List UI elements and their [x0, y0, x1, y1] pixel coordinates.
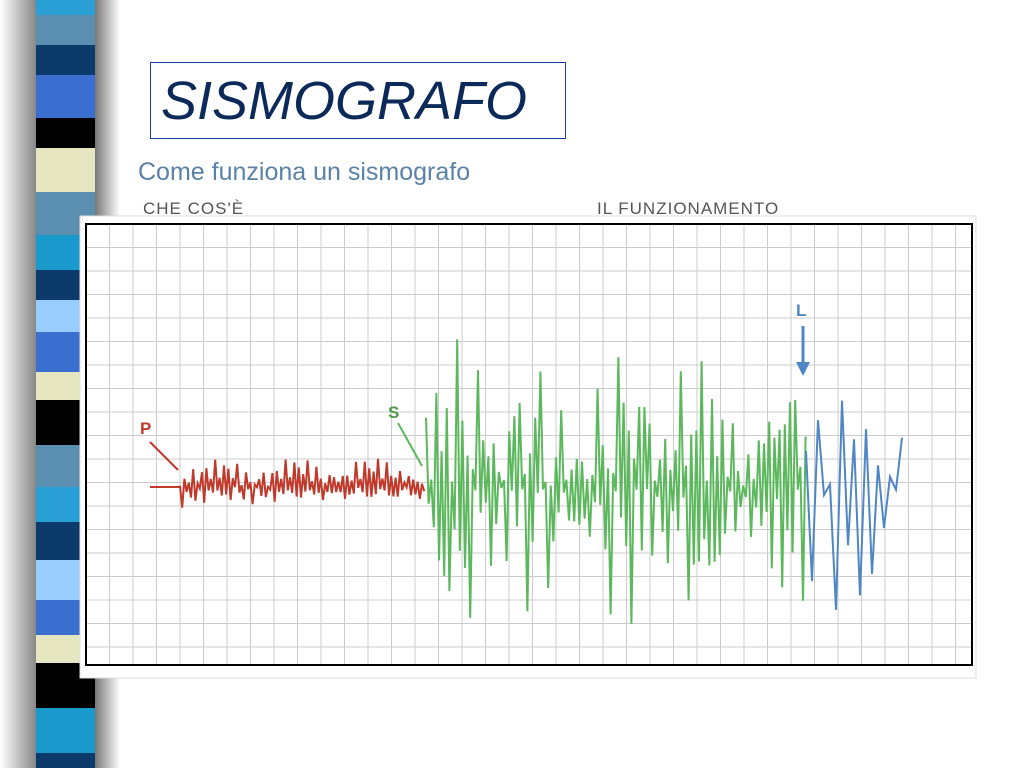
stripe: [36, 45, 95, 75]
wave-label: S: [388, 403, 399, 422]
stripe: [36, 75, 95, 118]
subtitle: Come funziona un sismografo: [138, 158, 471, 186]
stripe: [36, 708, 95, 753]
stripe: [36, 753, 95, 768]
wave: [179, 458, 426, 508]
figure-border: [85, 223, 973, 666]
tab: IL FUNZIONAMENTO: [597, 199, 780, 218]
arrow-head: [796, 362, 810, 376]
arrow: [149, 441, 179, 471]
wave: [425, 339, 807, 624]
arrow: [397, 422, 423, 467]
stripe: [36, 148, 95, 192]
title: SISMOGRAFO: [150, 62, 566, 139]
tab: CHE COS'È: [143, 199, 245, 218]
wave: [805, 400, 903, 610]
wave-label: L: [796, 301, 806, 320]
stripe: [36, 15, 95, 45]
stripe: [36, 0, 95, 15]
stripe: [36, 118, 95, 148]
wave-label: P: [140, 419, 151, 438]
